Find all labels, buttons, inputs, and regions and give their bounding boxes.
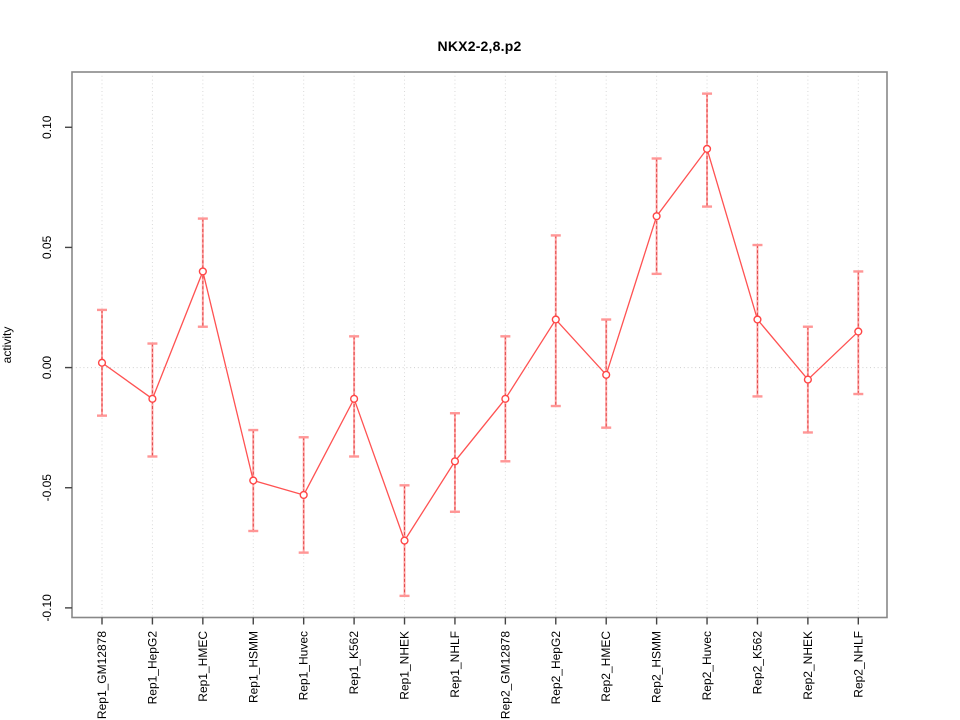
x-tick-label-Rep1_HepG2: Rep1_HepG2 bbox=[145, 631, 159, 705]
data-point-Rep2_HSMM bbox=[652, 212, 661, 221]
series-line bbox=[101, 147, 859, 543]
x-tick-label-Rep2_HSMM: Rep2_HSMM bbox=[650, 631, 664, 703]
data-point-Rep2_Huvec bbox=[702, 144, 712, 153]
y-tick-label: -0.05 bbox=[40, 474, 54, 502]
x-tick-label-Rep2_HMEC: Rep2_HMEC bbox=[599, 631, 613, 702]
x-tick-label-Rep2_K562: Rep2_K562 bbox=[750, 631, 764, 695]
x-tick-label-Rep2_GM12878: Rep2_GM12878 bbox=[498, 631, 512, 719]
data-point-Rep1_NHLF bbox=[450, 457, 460, 466]
data-point-Rep1_GM12878 bbox=[97, 358, 107, 367]
data-point-Rep1_K562 bbox=[350, 394, 359, 403]
data-point-Rep2_HepG2 bbox=[551, 315, 560, 324]
data-point-Rep1_NHEK bbox=[400, 536, 409, 545]
data-point-Rep2_K562 bbox=[753, 315, 762, 324]
x-tick-label-Rep1_GM12878: Rep1_GM12878 bbox=[95, 631, 109, 719]
x-tick-label-Rep1_NHLF: Rep1_NHLF bbox=[448, 631, 462, 698]
y-axis-title: activity bbox=[0, 326, 14, 364]
chart-title: NKX2-2,8.p2 bbox=[437, 38, 522, 54]
y-tick-label: 0.05 bbox=[40, 235, 54, 259]
plot-box bbox=[71, 71, 888, 619]
data-point-Rep2_GM12878 bbox=[501, 394, 510, 403]
y-tick-label: 0.10 bbox=[40, 115, 54, 139]
data-point-Rep1_HSMM bbox=[249, 476, 258, 485]
x-tick-label-Rep2_HepG2: Rep2_HepG2 bbox=[549, 631, 563, 705]
data-point-Rep1_Huvec bbox=[299, 490, 308, 500]
data-point-Rep1_HepG2 bbox=[148, 394, 157, 403]
x-tick-label-Rep1_HMEC: Rep1_HMEC bbox=[196, 631, 210, 702]
data-point-Rep2_NHLF bbox=[854, 327, 863, 336]
y-tick-label: 0.00 bbox=[40, 356, 54, 380]
x-tick-label-Rep2_Huvec: Rep2_Huvec bbox=[700, 631, 714, 700]
data-point-Rep2_HMEC bbox=[602, 370, 611, 379]
x-tick-label-Rep1_NHEK: Rep1_NHEK bbox=[398, 631, 412, 700]
x-tick-label-Rep1_K562: Rep1_K562 bbox=[347, 631, 361, 695]
x-tick-label-Rep2_NHEK: Rep2_NHEK bbox=[801, 631, 815, 700]
x-tick-label-Rep1_Huvec: Rep1_Huvec bbox=[297, 631, 311, 700]
data-point-Rep1_HMEC bbox=[198, 267, 207, 276]
x-tick-label-Rep2_NHLF: Rep2_NHLF bbox=[851, 631, 865, 698]
data-point-Rep2_NHEK bbox=[803, 375, 812, 384]
x-tick-label-Rep1_HSMM: Rep1_HSMM bbox=[246, 631, 260, 703]
y-tick-label: -0.10 bbox=[40, 594, 54, 622]
